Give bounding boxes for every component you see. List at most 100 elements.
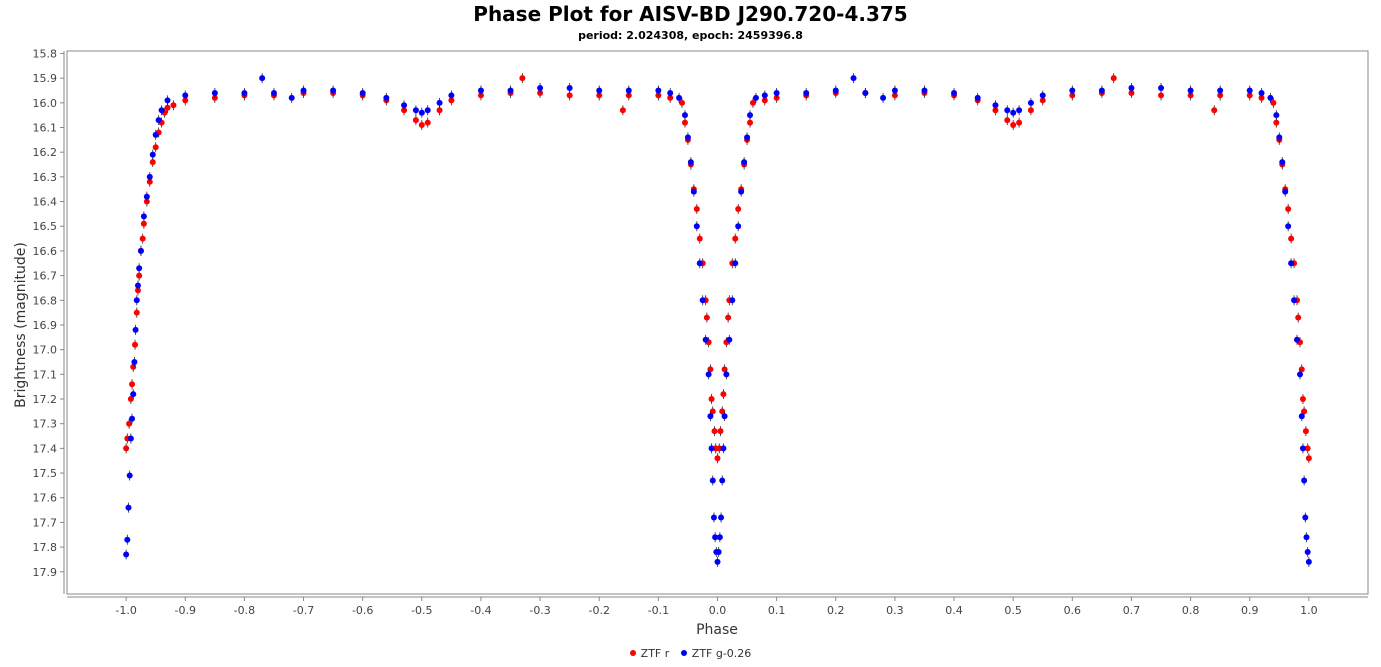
data-point: [140, 220, 147, 227]
x-tick-label: 0.8: [1182, 604, 1200, 617]
data-point: [715, 549, 722, 556]
data-point: [133, 309, 140, 316]
data-point: [1217, 87, 1224, 94]
data-point: [1270, 99, 1277, 106]
data-point: [1291, 297, 1298, 304]
data-point: [146, 173, 153, 180]
data-point: [741, 159, 748, 166]
y-tick-label: 16.6: [33, 245, 58, 258]
data-point: [1128, 85, 1135, 92]
data-point: [761, 92, 768, 99]
data-point: [747, 112, 754, 119]
y-tick-label: 16.9: [33, 319, 58, 332]
data-point: [752, 94, 759, 101]
data-point: [1273, 119, 1280, 126]
data-point: [1305, 455, 1312, 462]
data-point: [1302, 428, 1309, 435]
data-point: [696, 235, 703, 242]
y-tick-label: 15.9: [33, 72, 58, 85]
series-ztf-g: [123, 73, 1312, 567]
data-point: [1211, 107, 1218, 114]
data-point: [133, 297, 140, 304]
data-point: [436, 99, 443, 106]
data-point: [211, 89, 218, 96]
x-tick-label: 0.0: [709, 604, 727, 617]
data-point: [1016, 107, 1023, 114]
data-point: [974, 94, 981, 101]
data-point: [710, 514, 717, 521]
data-point: [1299, 396, 1306, 403]
data-point: [703, 314, 710, 321]
legend-label-ztf-r: ZTF r: [640, 647, 670, 660]
data-point: [139, 235, 146, 242]
data-point: [735, 223, 742, 230]
x-axis-label: Phase: [696, 622, 738, 638]
y-tick-label: 17.3: [33, 418, 58, 431]
x-tick-label: 0.5: [1004, 604, 1022, 617]
x-tick-label: -0.6: [352, 604, 373, 617]
data-point: [729, 297, 736, 304]
y-tick-label: 17.2: [33, 393, 58, 406]
data-point: [418, 109, 425, 116]
data-point: [921, 87, 928, 94]
data-point: [738, 188, 745, 195]
data-point: [725, 314, 732, 321]
y-tick-label: 16.4: [33, 196, 58, 209]
y-tick-label: 17.6: [33, 492, 58, 505]
data-point: [270, 89, 277, 96]
data-point: [1285, 223, 1292, 230]
data-point: [132, 326, 139, 333]
data-point: [137, 247, 144, 254]
y-tick-label: 16.3: [33, 171, 58, 184]
data-point: [359, 89, 366, 96]
data-point: [1296, 371, 1303, 378]
data-point: [714, 455, 721, 462]
data-point: [773, 89, 780, 96]
data-point: [891, 87, 898, 94]
data-point: [880, 94, 887, 101]
x-tick-label: 0.6: [1064, 604, 1082, 617]
data-point: [1298, 413, 1305, 420]
data-point: [1294, 336, 1301, 343]
data-point: [832, 87, 839, 94]
x-tick-label: -0.5: [411, 604, 432, 617]
data-point: [300, 87, 307, 94]
y-tick-label: 17.5: [33, 467, 58, 480]
x-tick-label: 0.7: [1123, 604, 1141, 617]
data-point: [1285, 205, 1292, 212]
x-tick-label: 1.0: [1300, 604, 1318, 617]
data-point: [721, 413, 728, 420]
data-point: [424, 107, 431, 114]
data-point: [1004, 117, 1011, 124]
data-point: [693, 223, 700, 230]
plot-area: [66, 50, 1369, 595]
data-point: [1267, 94, 1274, 101]
data-point: [719, 477, 726, 484]
y-tick-label: 16.8: [33, 294, 58, 307]
data-point: [424, 119, 431, 126]
data-point: [718, 514, 725, 521]
data-point: [1304, 549, 1311, 556]
data-point: [436, 107, 443, 114]
legend-item-ztf-r: ZTF r: [629, 647, 670, 660]
data-point: [126, 472, 133, 479]
data-point: [749, 99, 756, 106]
data-point: [735, 205, 742, 212]
data-point: [136, 265, 143, 272]
data-point: [951, 89, 958, 96]
y-tick-label: 17.8: [33, 541, 58, 554]
data-point: [1301, 408, 1308, 415]
data-point: [1288, 235, 1295, 242]
data-point: [412, 107, 419, 114]
data-point: [152, 131, 159, 138]
data-point: [732, 235, 739, 242]
data-point: [1273, 112, 1280, 119]
y-tick-label: 17.0: [33, 344, 58, 357]
data-point: [123, 445, 130, 452]
data-point: [155, 117, 162, 124]
data-point: [707, 413, 714, 420]
data-point: [1288, 260, 1295, 267]
data-point: [127, 435, 134, 442]
y-tick-label: 17.4: [33, 442, 58, 455]
data-point: [125, 504, 132, 511]
